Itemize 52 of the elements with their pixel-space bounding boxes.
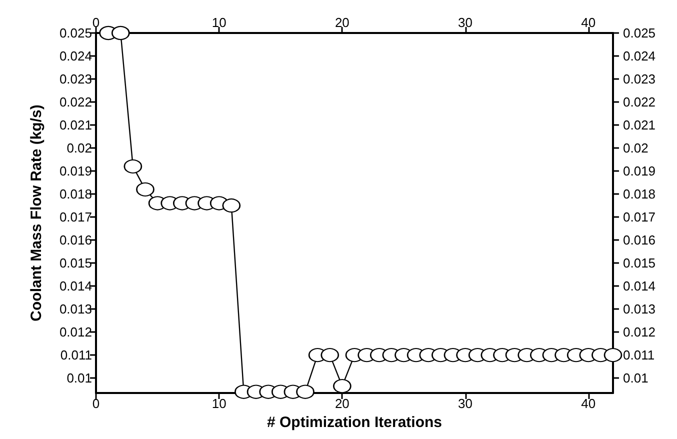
point [333,379,352,394]
x-tick-label: 10 [212,15,226,30]
x2-tick-label: 10 [212,396,226,411]
y2-tick-label: 0.019 [623,164,656,179]
x-tick-label: 30 [458,15,473,30]
y2-tick-label: 0.022 [623,94,656,110]
y2-tick-label: 0.021 [623,118,656,133]
y2-tick-label: 0.011 [623,348,655,363]
x2-tick-label: 30 [458,396,473,411]
y-tick-label: 0.025 [59,26,92,40]
y-tick-label: 0.021 [59,118,92,133]
y-tick-label: 0.011 [60,348,92,363]
y-tick-label: 0.022 [59,94,92,110]
x-axis-title: # Optimization Iterations [266,414,442,431]
point [296,384,314,399]
y2-tick-label: 0.014 [623,278,656,294]
x2-tick-label: 40 [581,396,596,411]
y-tick-label: 0.015 [59,256,92,271]
y2-tick-label: 0.016 [623,232,656,248]
y2-tick-label: 0.025 [623,26,656,40]
y2-tick-label: 0.018 [623,186,656,202]
y2-tick-label: 0.012 [623,324,656,340]
y-tick-label: 0.019 [59,164,92,179]
y-tick-label: 0.024 [59,48,92,64]
y2-tick-label: 0.013 [623,302,656,317]
y2-tick-label: 0.015 [623,256,656,271]
y-tick-label: 0.014 [59,278,92,294]
y2-tick-label: 0.017 [623,210,656,225]
y-tick-label: 0.02 [66,140,92,156]
point [112,26,130,40]
y-tick-label: 0.017 [59,210,92,225]
y-tick-label: 0.012 [59,324,92,340]
x2-tick-label: 20 [334,396,350,411]
y-axis-title: Coolant Mass Flow Rate (kg/s) [28,104,45,322]
y-tick-label: 0.013 [59,302,92,317]
y-tick-label: 0.023 [59,72,92,87]
y2-tick-label: 0.024 [623,48,656,64]
point [604,348,622,362]
x2-tick-label: 0 [92,396,100,411]
y2-tick-label: 0.02 [623,140,648,156]
x-tick-label: 20 [334,15,350,30]
point [124,159,142,174]
x-tick-label: 0 [92,15,100,30]
point [320,348,339,362]
x-tick-label: 40 [581,15,596,30]
y-tick-label: 0.01 [66,370,92,386]
point [222,198,241,213]
y2-tick-label: 0.01 [623,370,648,386]
y-tick-label: 0.018 [59,186,92,202]
y2-tick-label: 0.023 [623,72,656,87]
y-tick-label: 0.016 [59,232,92,248]
point [136,182,154,197]
